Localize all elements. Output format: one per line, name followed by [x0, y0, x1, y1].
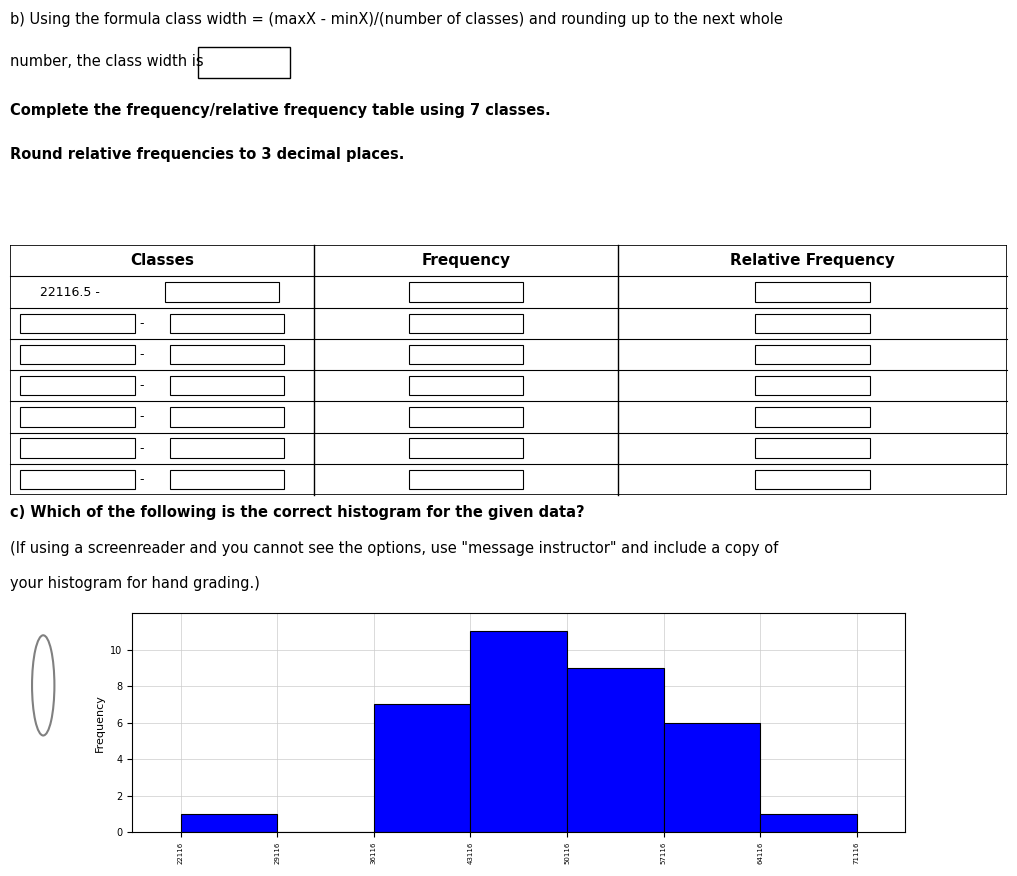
FancyBboxPatch shape — [10, 245, 1007, 495]
Text: Complete the frequency/relative frequency table using 7 classes.: Complete the frequency/relative frequenc… — [10, 103, 551, 118]
FancyBboxPatch shape — [170, 407, 285, 427]
FancyBboxPatch shape — [198, 46, 290, 79]
Bar — [181, 814, 278, 832]
FancyBboxPatch shape — [170, 314, 285, 333]
FancyBboxPatch shape — [20, 376, 134, 395]
Text: -: - — [139, 411, 144, 423]
Text: -: - — [139, 473, 144, 486]
FancyBboxPatch shape — [170, 439, 285, 458]
Text: -: - — [139, 317, 144, 329]
Bar — [664, 723, 761, 832]
FancyBboxPatch shape — [756, 407, 870, 427]
Text: b) Using the formula class width = (maxX - minX)/(number of classes) and roundin: b) Using the formula class width = (maxX… — [10, 12, 783, 27]
FancyBboxPatch shape — [409, 345, 524, 364]
Bar — [471, 632, 567, 832]
FancyBboxPatch shape — [756, 282, 870, 301]
FancyBboxPatch shape — [20, 470, 134, 489]
FancyBboxPatch shape — [409, 314, 524, 333]
Bar — [567, 668, 664, 832]
FancyBboxPatch shape — [756, 345, 870, 364]
Text: your histogram for hand grading.): your histogram for hand grading.) — [10, 576, 260, 591]
Bar — [374, 704, 471, 832]
Text: Round relative frequencies to 3 decimal places.: Round relative frequencies to 3 decimal … — [10, 147, 405, 162]
FancyBboxPatch shape — [20, 407, 134, 427]
FancyBboxPatch shape — [756, 314, 870, 333]
Bar — [761, 814, 857, 832]
Text: -: - — [139, 348, 144, 361]
FancyBboxPatch shape — [756, 470, 870, 489]
Text: 22116.5 -: 22116.5 - — [40, 286, 100, 299]
FancyBboxPatch shape — [409, 439, 524, 458]
FancyBboxPatch shape — [409, 282, 524, 301]
FancyBboxPatch shape — [409, 470, 524, 489]
FancyBboxPatch shape — [170, 376, 285, 395]
Text: number, the class width is: number, the class width is — [10, 54, 203, 69]
FancyBboxPatch shape — [756, 439, 870, 458]
Y-axis label: Frequency: Frequency — [95, 694, 105, 752]
Text: c) Which of the following is the correct histogram for the given data?: c) Which of the following is the correct… — [10, 505, 585, 519]
FancyBboxPatch shape — [20, 439, 134, 458]
FancyBboxPatch shape — [165, 282, 280, 301]
Text: -: - — [139, 442, 144, 455]
Text: Classes: Classes — [130, 253, 194, 268]
FancyBboxPatch shape — [409, 407, 524, 427]
FancyBboxPatch shape — [20, 345, 134, 364]
Text: (If using a screenreader and you cannot see the options, use "message instructor: (If using a screenreader and you cannot … — [10, 541, 778, 556]
FancyBboxPatch shape — [170, 345, 285, 364]
Text: Frequency: Frequency — [422, 253, 511, 268]
FancyBboxPatch shape — [170, 470, 285, 489]
Text: -: - — [139, 379, 144, 392]
FancyBboxPatch shape — [409, 376, 524, 395]
FancyBboxPatch shape — [756, 376, 870, 395]
Text: Relative Frequency: Relative Frequency — [730, 253, 895, 268]
FancyBboxPatch shape — [20, 314, 134, 333]
